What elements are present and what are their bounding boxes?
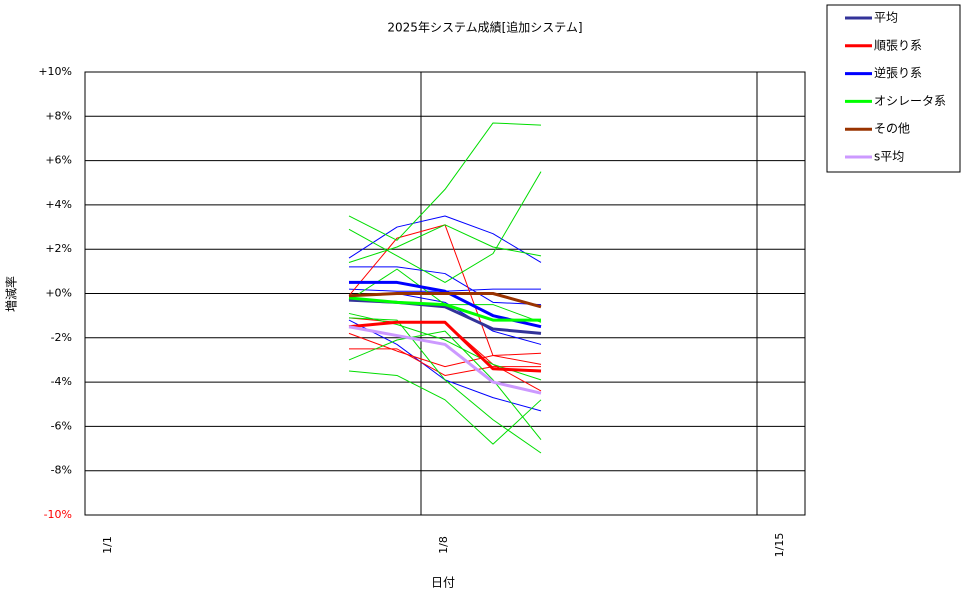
- legend-label: s平均: [874, 150, 904, 164]
- series-line: [348, 292, 542, 309]
- legend-label: オシレータ系: [874, 94, 946, 108]
- legend-label: 順張り系: [874, 38, 922, 52]
- thin-line: [348, 224, 542, 263]
- x-tick-label: 1/1: [101, 536, 114, 554]
- thin-line: [348, 215, 542, 263]
- y-tick-label: +6%: [45, 154, 72, 167]
- thin-line: [348, 317, 542, 454]
- y-tick-label: +10%: [38, 65, 72, 78]
- x-tick-label: 1/15: [773, 533, 786, 558]
- y-tick-label: +4%: [45, 198, 72, 211]
- y-tick-label: -6%: [51, 419, 72, 432]
- legend-label: 逆張り系: [874, 65, 922, 80]
- thin-line: [349, 266, 542, 306]
- y-tick-label: -10%: [44, 508, 72, 521]
- y-axis-label: 増減率: [4, 276, 19, 312]
- plot-border: [84, 71, 806, 516]
- legend-box: [826, 4, 961, 173]
- y-tick-label: -4%: [51, 375, 72, 388]
- chart-title: 2025年システム成績[追加システム]: [387, 20, 582, 35]
- thin-line: [349, 348, 541, 376]
- y-tick-label: -2%: [51, 331, 72, 344]
- thin-line: [348, 370, 542, 445]
- thin-line: [348, 332, 542, 368]
- series-line: [348, 320, 542, 373]
- x-tick-label: 1/8: [437, 536, 450, 554]
- thin-line: [348, 319, 542, 412]
- thin-line: [348, 171, 542, 283]
- legend-label: その他: [874, 122, 910, 136]
- thin-line: [348, 330, 542, 441]
- y-tick-label: +0%: [45, 287, 72, 300]
- series-line: [348, 325, 542, 395]
- y-tick-label: +8%: [45, 109, 72, 122]
- legend-label: 平均: [874, 11, 898, 25]
- series-line: [348, 296, 541, 322]
- y-tick-label: +2%: [45, 242, 72, 255]
- y-tick-label: -8%: [51, 464, 72, 477]
- thin-line: [348, 122, 542, 241]
- x-axis-label: 日付: [431, 576, 455, 590]
